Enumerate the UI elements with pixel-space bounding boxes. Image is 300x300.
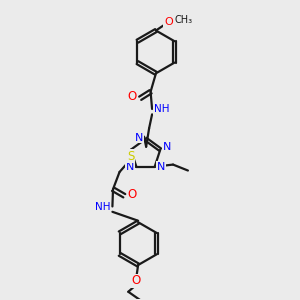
Text: O: O: [131, 274, 141, 287]
Text: O: O: [164, 16, 173, 27]
Text: CH₃: CH₃: [175, 15, 193, 25]
Text: O: O: [128, 188, 137, 201]
Text: N: N: [157, 162, 165, 172]
Text: S: S: [127, 150, 134, 163]
Text: N: N: [163, 142, 171, 152]
Text: N: N: [135, 133, 143, 142]
Text: NH: NH: [95, 202, 111, 212]
Text: O: O: [128, 90, 137, 103]
Text: N: N: [126, 162, 134, 172]
Text: NH: NH: [154, 104, 169, 114]
